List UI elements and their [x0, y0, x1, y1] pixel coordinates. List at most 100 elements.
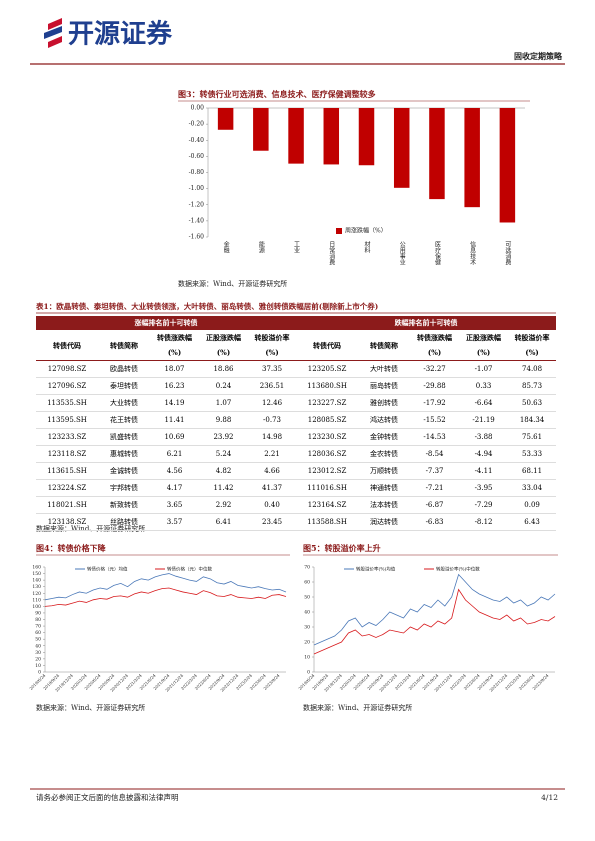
table-cell: 113680.SH [296, 377, 359, 395]
table-cell: 花王转债 [98, 411, 150, 429]
y-tick-label: 140 [32, 578, 41, 584]
logo-text: 开源证券 [68, 20, 173, 50]
column-header: 正股涨跌幅 (%) [199, 330, 248, 361]
column-header: 转债涨跌幅 (%) [150, 330, 199, 361]
table-cell: 123138.SZ [36, 513, 98, 531]
x-tick-label: 材料 [363, 240, 370, 254]
table-cell: 4.66 [248, 462, 297, 480]
y-tick-label: 70 [304, 565, 310, 571]
table-row: 113595.SH 花王转债 11.41 9.88 -0.73 128085.SZ 鸿达转债… [36, 411, 557, 429]
y-tick-label: 100 [32, 604, 41, 610]
column-header: 转债代码 [36, 330, 98, 361]
y-tick-label: 20 [35, 656, 41, 662]
y-tick-label: 60 [304, 580, 310, 586]
x-tick-label: 公用事业 [398, 241, 405, 265]
table-cell: -1.07 [459, 360, 509, 378]
table-cell: 凯盛转债 [98, 428, 150, 446]
table-cell: 113588.SH [296, 513, 359, 531]
table-cell: 123164.SZ [296, 496, 359, 514]
footer-disclaimer: 请务必参阅正文后面的信息披露和法律声明 [36, 792, 179, 802]
table-cell: -6.87 [410, 496, 460, 514]
table-cell: 万顺转债 [358, 462, 411, 480]
table-cell: -32.27 [410, 360, 460, 378]
table-cell: 41.37 [248, 479, 297, 497]
bar [429, 108, 445, 200]
bar [253, 108, 269, 151]
table-cell: 丝路转债 [98, 513, 150, 531]
x-tick-label: 工业 [293, 241, 300, 253]
table-cell: 50.63 [508, 394, 557, 412]
y-tick-label: 90 [35, 610, 41, 616]
column-header: 转股溢价率 (%) [248, 330, 297, 361]
y-tick-label: 150 [32, 571, 41, 577]
table-row: 118021.SH 新致转债 3.65 2.92 0.40 123164.SZ 法本转债 -6… [36, 496, 557, 514]
table-cell: 85.73 [508, 377, 557, 395]
table-row: 113535.SH 大业转债 14.19 1.07 12.46 123227.SZ 雅创转债… [36, 394, 557, 412]
table-cell: 23.45 [248, 513, 297, 531]
legend-label: 转债价格（元）中位数 [167, 566, 212, 573]
table-cell: -4.11 [459, 462, 509, 480]
table-cell: 金钟转债 [358, 428, 411, 446]
y-tick-label: -1.60 [189, 234, 205, 241]
column-header: 转股溢价率 (%) [508, 330, 557, 361]
chart-title: 图4：转债价格下降 [36, 543, 107, 553]
y-tick-label: -1.20 [189, 201, 205, 208]
group-header-row: 涨幅排名前十可转债 跌幅排名前十可转债 [36, 316, 557, 330]
y-tick-label: 10 [304, 655, 310, 661]
bar [288, 108, 304, 164]
y-tick-label: -0.60 [189, 153, 205, 160]
legend-label: 周涨跌幅（%） [345, 227, 387, 235]
table-cell: 123118.SZ [36, 445, 98, 463]
table-cell: 123230.SZ [296, 428, 359, 446]
table-cell: 金诚转债 [98, 462, 150, 480]
table-cell: 3.65 [150, 496, 199, 514]
table-cell: 123012.SZ [296, 462, 359, 480]
table-cell: 14.19 [150, 394, 199, 412]
x-tick-label: 能源 [257, 240, 264, 254]
table-cell: -8.12 [459, 513, 509, 531]
chart-source: 数据来源：Wind、开源证券研究所 [36, 703, 145, 712]
x-tick-label: 日常消费 [328, 241, 335, 266]
bar [323, 108, 340, 165]
table-cell: 大叶转债 [358, 360, 411, 378]
table-cell: 123227.SZ [296, 394, 359, 412]
line-series [313, 573, 556, 646]
y-tick-label: -0.80 [189, 169, 205, 176]
table-cell: 123205.SZ [296, 360, 359, 378]
y-tick-label: 30 [304, 625, 310, 631]
table-cell: 11.41 [150, 411, 199, 429]
column-header: 转债代码 [296, 330, 359, 361]
table-cell: 236.51 [248, 377, 297, 395]
table-row: 123224.SZ 宇邦转债 4.17 11.42 41.37 111016.SH 神通转债… [36, 479, 557, 497]
table-cell: 宇邦转债 [98, 479, 150, 497]
y-tick-label: 0.00 [191, 105, 205, 112]
legend-swatch [336, 228, 342, 234]
table-cell: 丽岛转债 [358, 377, 411, 395]
chart-title: 图5：转股溢价率上升 [303, 543, 381, 553]
y-tick-label: 40 [35, 643, 41, 649]
header-row: 转债代码 转债简称 转债涨跌幅 (%) 正股涨跌幅 (%) 转股溢价率 (%) 转债代码转… [36, 330, 557, 361]
table-cell: 金农转债 [358, 445, 411, 463]
table-cell: 2.21 [248, 445, 297, 463]
table-cell: 18.07 [150, 360, 199, 378]
table-cell: 大业转债 [98, 394, 150, 412]
y-tick-label: 80 [35, 617, 41, 623]
table-cell: -0.73 [248, 411, 297, 429]
table-cell: 111016.SH [296, 479, 359, 497]
table-cell: 118021.SH [36, 496, 98, 514]
y-tick-label: 0 [307, 670, 310, 676]
table-cell: -8.54 [410, 445, 460, 463]
table-cell: 0.09 [508, 496, 557, 514]
table-cell: 11.42 [199, 479, 248, 497]
table-cell: 6.21 [150, 445, 199, 463]
table-cell: -6.83 [410, 513, 460, 531]
table-cell: 0.24 [199, 377, 248, 395]
table-cell: -14.53 [410, 428, 460, 446]
table-cell: -15.52 [410, 411, 460, 429]
bar [499, 108, 516, 223]
table-cell: 23.92 [199, 428, 248, 446]
y-tick-label: 10 [35, 663, 41, 669]
chart-title: 图3：转债行业可选消费、信息技术、医疗保健调整较多 [178, 89, 376, 99]
table-cell: 14.98 [248, 428, 297, 446]
